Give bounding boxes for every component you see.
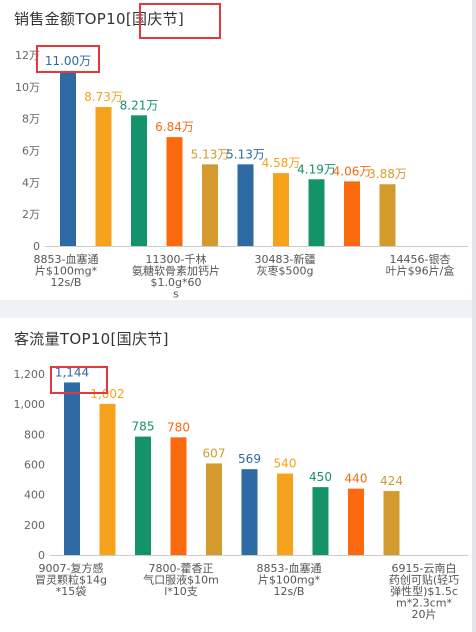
title-tag: [国庆节] <box>110 330 169 348</box>
bar-value-label: 3.88万 <box>368 167 407 181</box>
x-tick-label-line: 片$100mg* <box>258 574 321 587</box>
title-text: 销售金额TOP10 <box>14 10 126 28</box>
traffic-top10-panel: 客流量TOP10[国庆节] 0 200 400 600 800 1,000 1,200 1,1… <box>0 318 472 632</box>
bar-value-label: 4.58万 <box>262 156 301 170</box>
bar[interactable] <box>383 491 400 555</box>
top-value-highlight-box <box>36 45 100 73</box>
bar[interactable] <box>135 436 151 555</box>
bar-value-label: 6.84万 <box>155 120 194 134</box>
x-tick-label: 7800-藿香正气口服液$10m l*10支 <box>143 561 219 598</box>
x-tick-label-line: 8853-血塞通 <box>34 252 99 266</box>
y-tick-label: 200 <box>24 519 45 532</box>
x-tick-label-line: $1.0g*60 <box>151 276 202 289</box>
bar[interactable] <box>312 487 329 555</box>
bar[interactable] <box>95 107 112 246</box>
y-tick-label: 6万 <box>22 145 40 158</box>
x-tick-label: 11300-千林氨糖软骨素加钙片$1.0g*60 s <box>132 252 220 300</box>
x-tick-label: 8853-血塞通片$100mg* 12s/B <box>34 252 99 289</box>
bar[interactable] <box>277 473 293 555</box>
y-tick-label: 400 <box>24 489 45 502</box>
bar-value-label: 569 <box>238 452 261 466</box>
x-tick-label-line: 灰枣$500g <box>257 264 314 278</box>
bar-value-label: 785 <box>132 420 155 434</box>
bar[interactable] <box>64 382 80 555</box>
bar-value-label: 5.13万 <box>226 147 265 161</box>
bar-value-label: 540 <box>274 457 297 471</box>
bar-value-label: 8.73万 <box>84 90 123 104</box>
bar-value-label: 607 <box>203 446 226 460</box>
x-tick-label-line: 片$100mg* <box>35 265 98 278</box>
x-tick-label-line: 20片 <box>412 608 437 621</box>
bar[interactable] <box>202 164 218 246</box>
x-tick-label-line: s <box>173 288 179 301</box>
bar[interactable] <box>99 403 116 555</box>
x-tick-label-line: 9007-复方感 <box>39 561 104 575</box>
title-highlight-box <box>139 3 221 39</box>
bar[interactable] <box>273 173 289 246</box>
y-tick-label: 2万 <box>22 208 40 221</box>
x-tick-label-line: 8853-血塞通 <box>257 561 322 575</box>
y-tick-label: 0 <box>38 549 45 562</box>
x-tick-label: 14456-银杏叶片$96片/盒 <box>386 252 455 278</box>
x-tick-label-line: *15袋 <box>56 584 87 598</box>
chart-title: 客流量TOP10[国庆节] <box>14 328 169 349</box>
bar[interactable] <box>237 164 254 246</box>
x-tick-label-line: 7800-藿香正 <box>149 561 214 575</box>
y-tick-label: 12万 <box>15 49 40 62</box>
x-tick-label: 9007-复方感冒灵颗粒$14g *15袋 <box>35 561 107 598</box>
x-tick-label-line: 冒灵颗粒$14g <box>35 573 107 587</box>
scrollbar[interactable] <box>472 0 476 632</box>
x-tick-label-line: 气口服液$10m <box>143 573 219 587</box>
bar-value-label: 1,144 <box>55 365 89 379</box>
bar-value-label: 5.13万 <box>191 147 230 161</box>
y-tick-label: 4万 <box>22 176 40 189</box>
x-tick-label-line: 氨糖软骨素加钙片 <box>132 264 220 278</box>
x-tick-label-line: 11300-千林 <box>146 252 207 266</box>
bar-value-label: 440 <box>345 472 368 486</box>
y-tick-label: 800 <box>24 428 45 441</box>
top-value-highlight-box <box>50 366 108 394</box>
bar[interactable] <box>308 179 325 246</box>
x-tick-label-line: 14456-银杏 <box>390 252 451 266</box>
bar-value-label: 11.00万 <box>45 54 91 68</box>
bar-value-label: 8.21万 <box>120 98 159 112</box>
bar[interactable] <box>206 463 222 555</box>
bar-value-label: 4.06万 <box>333 164 372 178</box>
title-text: 客流量TOP10 <box>14 330 111 348</box>
bar[interactable] <box>241 469 258 555</box>
bar[interactable] <box>170 437 187 555</box>
y-tick-label: 10万 <box>15 81 40 94</box>
bar[interactable] <box>166 137 183 246</box>
x-tick-label: 30483-新疆灰枣$500g <box>255 252 316 278</box>
y-tick-label: 8万 <box>22 113 40 126</box>
bar-value-label: 4.19万 <box>297 162 336 176</box>
bar[interactable] <box>344 181 360 246</box>
y-tick-label: 600 <box>24 459 45 472</box>
x-tick-label-line: l*10支 <box>164 585 198 598</box>
bar[interactable] <box>348 488 364 555</box>
x-tick-label-line: m*2.3cm* <box>396 597 452 610</box>
x-tick-label-line: 弹性型)$1.5c <box>390 584 458 598</box>
x-tick-label-line: 12s/B <box>51 276 82 289</box>
bar-value-label: 424 <box>380 474 403 488</box>
y-tick-label: 1,200 <box>14 368 46 381</box>
x-tick-label-line: 6915-云南白 <box>392 561 457 575</box>
bar[interactable] <box>60 70 76 247</box>
y-tick-label: 1,000 <box>14 398 46 411</box>
x-tick-label-line: 12s/B <box>274 585 305 598</box>
bar[interactable] <box>131 115 147 247</box>
y-tick-label: 0 <box>33 240 40 253</box>
x-tick-label-line: 药创可贴(轻巧 <box>389 573 459 587</box>
sales-top10-panel: 销售金额TOP10[国庆节] 0 2万 4万 6万 8万 10万 12万 11.00万 8.73… <box>0 0 472 300</box>
bar-value-label: 450 <box>309 470 332 484</box>
bar-value-label: 780 <box>167 420 190 434</box>
x-tick-label-line: 叶片$96片/盒 <box>386 264 455 278</box>
bar[interactable] <box>379 184 396 246</box>
x-tick-label: 6915-云南白药创可贴(轻巧弹性型)$1.5c m*2.3cm* 20片 <box>389 561 459 621</box>
x-tick-label-line: 30483-新疆 <box>255 252 316 266</box>
x-tick-label: 8853-血塞通片$100mg* 12s/B <box>257 561 322 598</box>
